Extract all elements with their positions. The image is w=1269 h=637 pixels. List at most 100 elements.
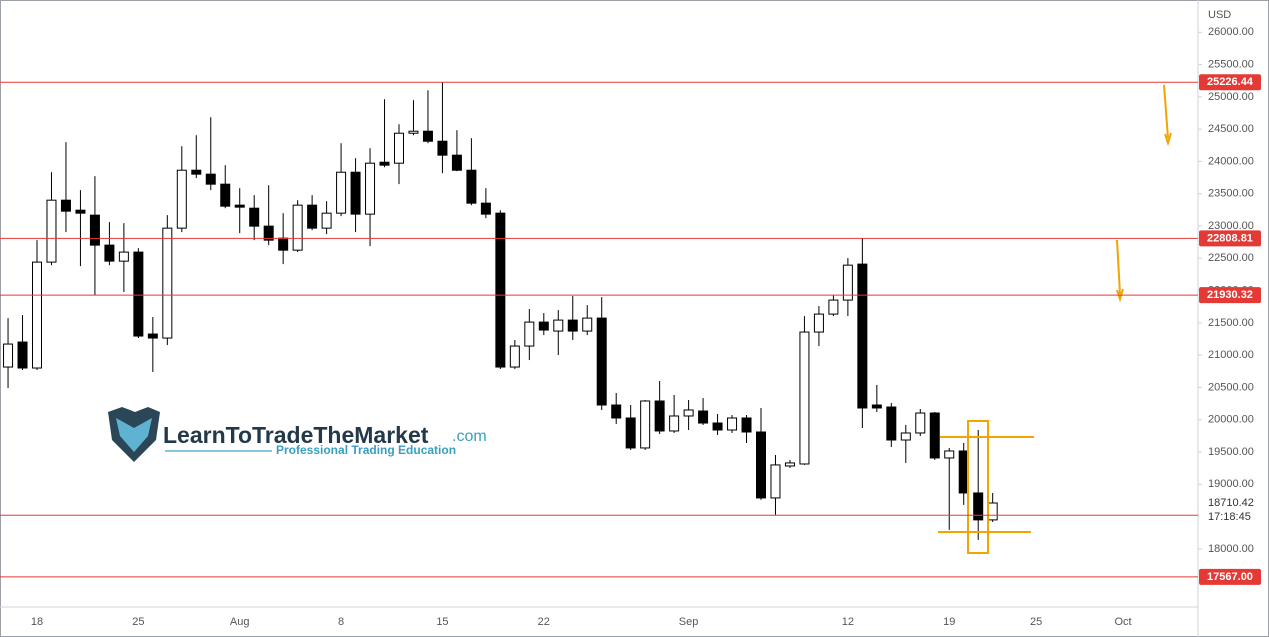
candle-body <box>437 140 448 156</box>
candle-body <box>958 450 969 494</box>
x-tick-label: Aug <box>230 616 250 628</box>
candle-body <box>75 209 86 214</box>
x-tick-label: 15 <box>436 616 448 628</box>
candle-body <box>886 406 897 441</box>
candle-body <box>292 204 303 251</box>
candle-body <box>263 225 274 241</box>
candle-body <box>712 422 723 431</box>
candle-body <box>307 204 318 229</box>
watermark-domain: .com <box>452 428 487 445</box>
y-tick-label: 20500.00 <box>1208 381 1254 393</box>
candle-body <box>857 263 868 409</box>
level-label: 17567.00 <box>1207 571 1253 583</box>
candle-body <box>480 202 491 215</box>
candle-body <box>466 169 477 204</box>
candle-body <box>379 161 390 166</box>
candle-body <box>813 313 824 333</box>
x-tick-label: 8 <box>338 616 344 628</box>
candle-body <box>509 345 520 368</box>
candle-body <box>640 400 651 449</box>
candle-body <box>336 171 347 214</box>
y-tick-label: 19000.00 <box>1208 478 1254 490</box>
currency: USD <box>1208 9 1231 21</box>
candle-body <box>842 264 853 301</box>
level-label-bg <box>1199 287 1261 304</box>
highlight-box <box>967 420 989 554</box>
candle-body <box>538 321 549 331</box>
x-tick-label: Oct <box>1114 616 1131 628</box>
candle-body <box>799 331 810 465</box>
candle-body <box>828 299 839 315</box>
level-label: 21930.32 <box>1207 289 1253 301</box>
candle-body <box>625 417 636 449</box>
candle-body <box>394 132 404 164</box>
level-label-bg <box>1199 568 1261 585</box>
watermark-name: LearnToTradeTheMarket <box>163 422 429 448</box>
candle-body <box>46 199 57 263</box>
candle-body <box>162 227 173 339</box>
candle-body <box>118 251 129 262</box>
candle-body <box>654 400 665 432</box>
logo-bull <box>116 418 152 452</box>
x-tick-label: Sep <box>679 616 699 628</box>
level-label: 22808.81 <box>1207 232 1253 244</box>
y-tick-label: 24500.00 <box>1208 123 1254 135</box>
candle-body <box>32 261 42 369</box>
x-tick-label: 12 <box>842 616 854 628</box>
candle-body <box>915 412 926 434</box>
candle-body <box>944 450 955 459</box>
candle-body <box>17 341 28 369</box>
candle-body <box>871 404 882 409</box>
candle-body <box>973 492 984 521</box>
candle-body <box>524 321 535 347</box>
candle-body <box>278 237 289 251</box>
candle-body <box>350 171 361 215</box>
y-tick-label: 25500.00 <box>1208 58 1254 70</box>
candle-body <box>205 173 216 185</box>
y-tick-label: 18000.00 <box>1208 543 1254 555</box>
y-tick-label: 19500.00 <box>1208 446 1254 458</box>
x-tick-label: 18 <box>31 616 43 628</box>
candle-body <box>929 412 940 459</box>
countdown-label: 17:18:45 <box>1208 511 1251 523</box>
candle-body <box>727 417 738 431</box>
x-tick-label: 25 <box>132 616 144 628</box>
candle-body <box>133 251 144 337</box>
x-tick-label: 19 <box>943 616 955 628</box>
candle-body <box>553 319 564 332</box>
watermark: LearnToTradeTheMarket .com Professional … <box>108 407 487 462</box>
plot <box>3 82 998 540</box>
level-label-bg <box>1199 230 1261 247</box>
y-tick-label: 20000.00 <box>1208 414 1254 426</box>
x-tick-label: 25 <box>1030 616 1042 628</box>
candle-body <box>582 317 593 332</box>
candle-body <box>408 130 419 134</box>
candle-body <box>900 432 911 441</box>
y-tick-label: 23000.00 <box>1208 220 1254 232</box>
candle-body <box>495 212 506 368</box>
last-price-label: 18710.42 <box>1208 497 1254 509</box>
y-tick-label: 21500.00 <box>1208 317 1254 329</box>
y-tick-label: 22500.00 <box>1208 252 1254 264</box>
candle-body <box>683 409 694 417</box>
candle-body <box>422 130 433 142</box>
candle-body <box>147 333 158 339</box>
candle-body <box>176 169 187 229</box>
arrow <box>1116 239 1121 295</box>
candle-body <box>567 319 578 332</box>
candle-body <box>89 214 100 246</box>
candle-body <box>234 204 245 208</box>
candle-body <box>191 169 202 175</box>
candle-body <box>698 410 709 424</box>
y-tick-label: 21000.00 <box>1208 349 1254 361</box>
candle-body <box>669 415 680 432</box>
candle-body <box>611 404 622 419</box>
candle-body <box>987 502 998 521</box>
candle-body <box>756 431 766 499</box>
y-tick-label: 24000.00 <box>1208 155 1254 167</box>
level-label: 25226.44 <box>1207 76 1254 88</box>
watermark-tagline: Professional Trading Education <box>276 443 456 457</box>
arrow-head <box>1116 288 1124 303</box>
